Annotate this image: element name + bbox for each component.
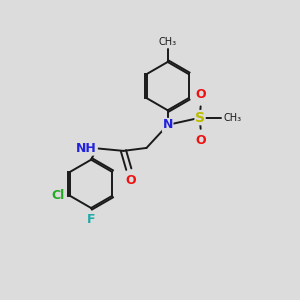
Text: N: N bbox=[163, 118, 173, 131]
Text: O: O bbox=[125, 174, 136, 187]
Text: CH₃: CH₃ bbox=[224, 112, 242, 123]
Text: F: F bbox=[87, 213, 95, 226]
Text: NH: NH bbox=[76, 142, 97, 155]
Text: O: O bbox=[195, 88, 206, 101]
Text: O: O bbox=[195, 134, 206, 147]
Text: Cl: Cl bbox=[52, 189, 65, 203]
Text: CH₃: CH₃ bbox=[159, 37, 177, 46]
Text: S: S bbox=[195, 111, 205, 124]
